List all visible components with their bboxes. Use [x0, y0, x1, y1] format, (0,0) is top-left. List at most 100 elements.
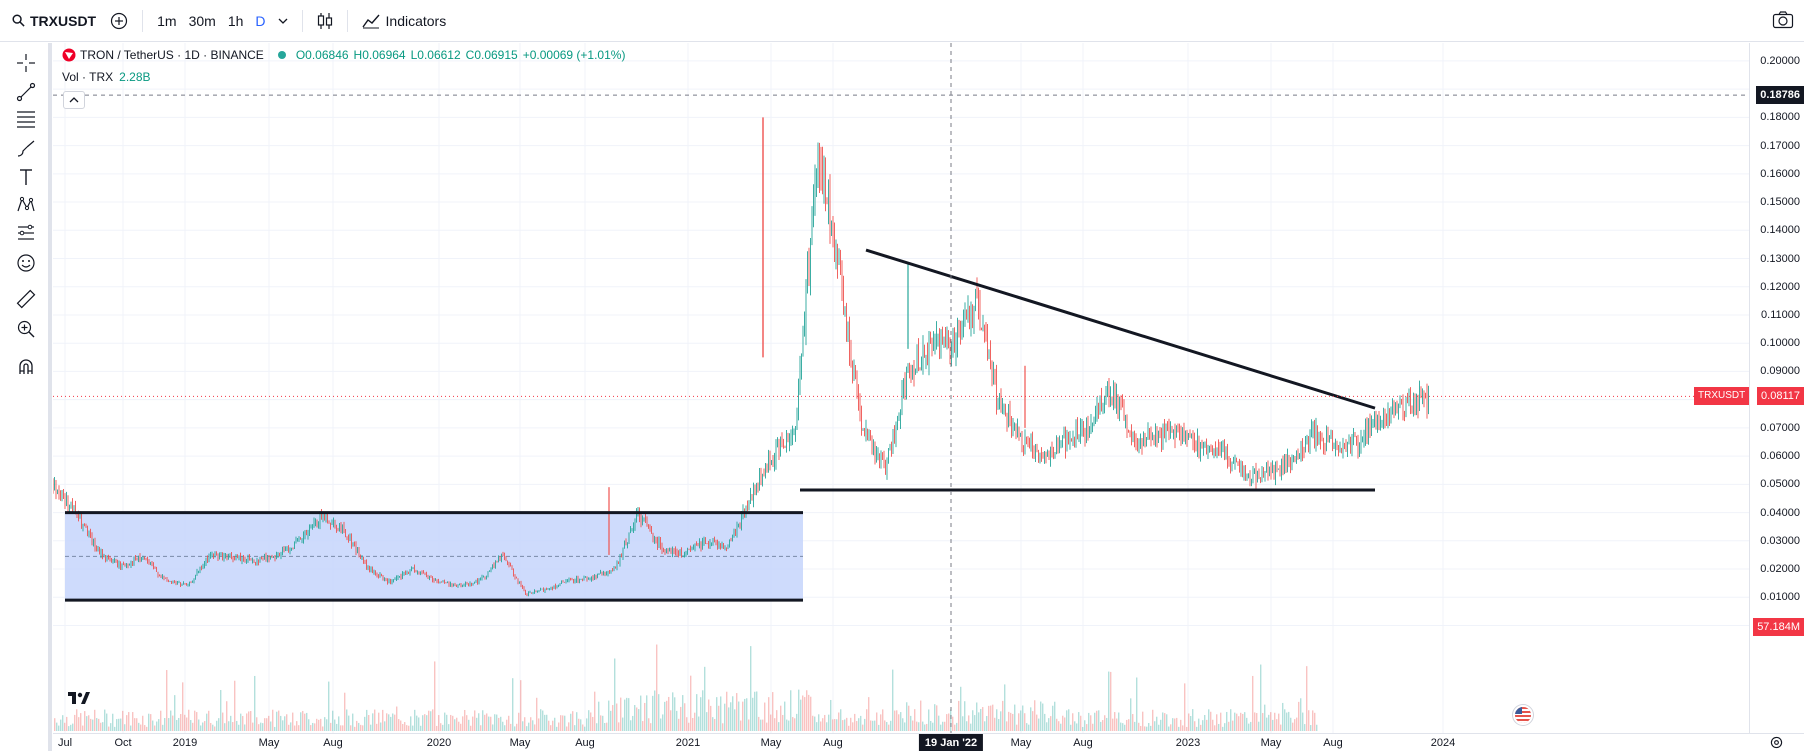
- volume-bar: [848, 725, 850, 731]
- chart-settings-button[interactable]: [1749, 733, 1804, 751]
- fib-tool[interactable]: [14, 107, 38, 131]
- brush-tool[interactable]: [14, 137, 38, 161]
- volume-bar: [738, 701, 740, 731]
- volume-bar: [1034, 700, 1036, 731]
- volume-bar: [172, 715, 174, 731]
- volume-bar: [558, 722, 560, 731]
- volume-bar: [506, 719, 508, 731]
- volume-bar: [1244, 712, 1246, 731]
- volume-bar: [370, 724, 372, 731]
- price-axis[interactable]: 0.20000 0.18000 0.17000 0.16000 0.15000 0.140…: [1749, 43, 1804, 733]
- volume-bar: [614, 658, 616, 731]
- volume-bar: [914, 709, 916, 731]
- volume-bar: [602, 715, 604, 731]
- volume-bar: [684, 703, 686, 731]
- volume-bar: [510, 723, 512, 731]
- volume-bar: [692, 717, 694, 731]
- volume-bar: [270, 721, 272, 731]
- volume-bar: [1256, 713, 1258, 731]
- volume-bar: [774, 718, 776, 731]
- volume-bar: [486, 713, 488, 731]
- volume-bar: [1212, 719, 1214, 731]
- toolbar-divider: [301, 9, 303, 32]
- compare-symbol-button[interactable]: [104, 0, 134, 42]
- volume-bar: [244, 724, 246, 731]
- volume-bar: [588, 710, 590, 731]
- interval-dropdown-button[interactable]: [272, 0, 294, 42]
- volume-label: Vol · TRX: [62, 70, 114, 84]
- volume-bar: [1058, 721, 1060, 731]
- volume-bar: [1180, 719, 1182, 731]
- volume-bar: [744, 698, 746, 731]
- volume-bar: [110, 723, 112, 731]
- measure-tool[interactable]: [14, 287, 38, 311]
- chart-type-button[interactable]: [311, 0, 339, 42]
- icons-tool[interactable]: [14, 251, 38, 275]
- volume-bar: [1112, 718, 1114, 731]
- volume-bar: [852, 722, 854, 731]
- volume-bar: [782, 714, 784, 731]
- volume-bar: [1170, 724, 1172, 731]
- price-tick-label: 0.04000: [1760, 506, 1800, 519]
- text-tool[interactable]: [14, 165, 38, 189]
- volume-bar: [456, 717, 458, 731]
- volume-bar: [366, 709, 368, 731]
- symbol-title[interactable]: TRON / TetherUS · 1D · BINANCE: [80, 48, 264, 62]
- volume-bar: [442, 724, 444, 731]
- trend-line-tool[interactable]: [14, 80, 38, 104]
- volume-bar: [280, 715, 282, 731]
- volume-bar: [590, 712, 592, 731]
- volume-bar: [736, 693, 738, 731]
- interval-1m-button[interactable]: 1m: [157, 12, 177, 29]
- symbol-search-button[interactable]: TRXUSDT: [0, 0, 104, 42]
- tradingview-logo[interactable]: [68, 692, 90, 711]
- volume-bar: [990, 705, 992, 731]
- magnet-tool[interactable]: [14, 355, 38, 379]
- forecast-tool[interactable]: [14, 221, 38, 245]
- volume-bar: [406, 725, 408, 731]
- pattern-tool[interactable]: [14, 193, 38, 217]
- volume-bar: [504, 725, 506, 731]
- volume-bar: [826, 722, 828, 731]
- volume-bar: [616, 703, 618, 731]
- snapshot-button[interactable]: [1772, 10, 1794, 35]
- interval-1h-button[interactable]: 1h: [227, 12, 244, 29]
- volume-bar: [936, 705, 938, 731]
- price-change: +0.00069 (+1.01%): [522, 48, 626, 62]
- interval-30m-button[interactable]: 30m: [188, 12, 216, 29]
- volume-bar: [550, 725, 552, 731]
- time-axis[interactable]: Jul Oct 2019 May Aug 2020 May Aug 2021 May Aug May A…: [53, 733, 1749, 751]
- volume-bar: [954, 724, 956, 731]
- volume-bar: [266, 718, 268, 731]
- volume-bar: [420, 725, 422, 731]
- volume-bar: [274, 726, 276, 731]
- collapse-legend-button[interactable]: [63, 91, 85, 109]
- volume-bar: [980, 708, 982, 731]
- volume-bar: [472, 716, 474, 731]
- interval-d-button[interactable]: D: [255, 12, 266, 29]
- volume-bar: [1048, 718, 1050, 731]
- volume-bar: [272, 709, 274, 731]
- volume-bar: [644, 702, 646, 731]
- zoom-tool[interactable]: [14, 317, 38, 341]
- volume-legend[interactable]: Vol · TRX 2.28B: [62, 70, 151, 84]
- volume-bar: [1282, 702, 1284, 731]
- volume-bar: [1120, 722, 1122, 731]
- price-tick-label: 0.03000: [1760, 534, 1800, 547]
- indicators-button[interactable]: Indicators: [356, 0, 453, 42]
- volume-bar: [186, 717, 188, 731]
- price-chart[interactable]: [53, 43, 1749, 733]
- crosshair-tool[interactable]: [14, 51, 38, 75]
- volume-bar: [482, 710, 484, 731]
- volume-bar: [492, 724, 494, 731]
- volume-bar: [606, 722, 608, 731]
- volume-bar: [508, 715, 510, 731]
- volume-price-label: 57.184M: [1753, 618, 1804, 636]
- volume-bar: [80, 713, 82, 731]
- volume-bar: [1178, 726, 1180, 731]
- chart-pane[interactable]: [53, 43, 1749, 733]
- volume-bar: [462, 716, 464, 731]
- volume-bar: [656, 644, 658, 731]
- volume-bar: [398, 719, 400, 731]
- gear-icon: [1770, 736, 1783, 749]
